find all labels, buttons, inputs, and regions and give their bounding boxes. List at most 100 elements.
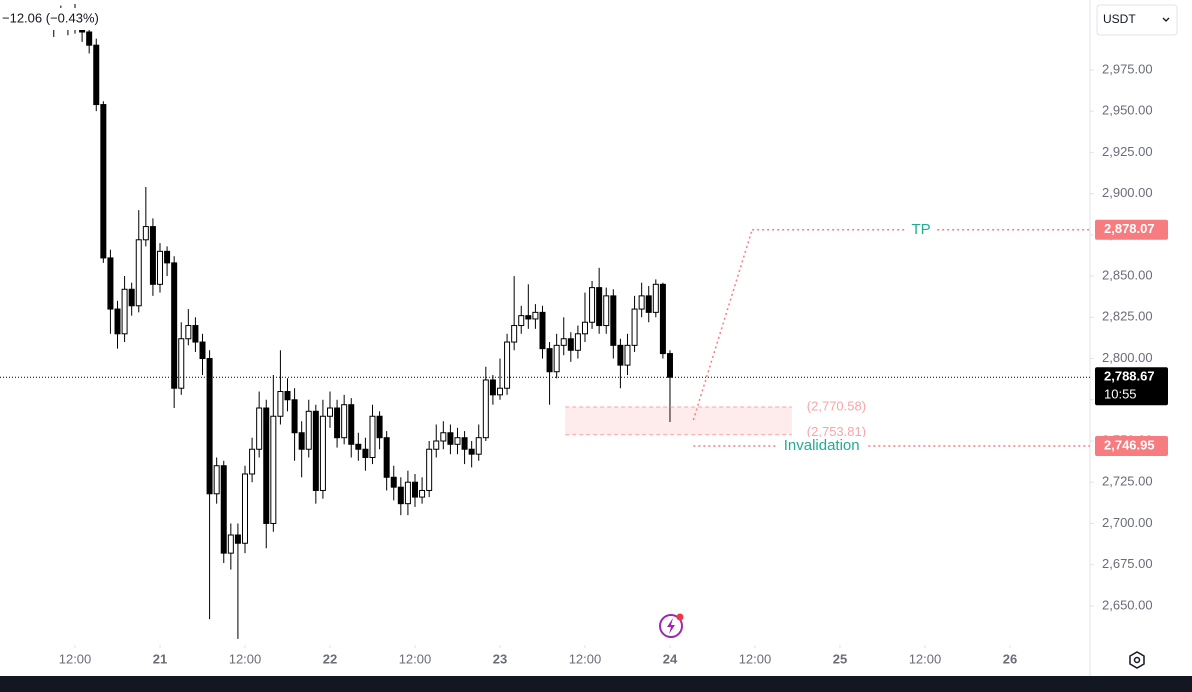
candle-body [419, 489, 426, 498]
candle-body [624, 344, 631, 366]
candle-body [610, 295, 617, 346]
candle-body [525, 315, 532, 320]
candle-body [298, 432, 305, 450]
candle-body [157, 250, 164, 285]
x-tick-label: 21 [153, 651, 167, 666]
candle-body [518, 315, 525, 327]
candle-body [348, 404, 355, 445]
y-tick-label: 2,950.00 [1102, 103, 1153, 118]
candle-body [511, 325, 518, 343]
tp-text: TP [911, 221, 930, 238]
candle-body [652, 283, 659, 313]
candle-body [461, 437, 468, 450]
candle-body [454, 437, 461, 445]
countdown: 10:55 [1104, 387, 1137, 402]
candle-body [305, 410, 312, 450]
x-tick-label: 12:00 [909, 651, 942, 666]
candle-body [369, 415, 376, 458]
x-tick-label: 24 [663, 651, 678, 666]
currency-text[interactable]: USDT [1103, 12, 1136, 26]
candle-body [319, 415, 326, 491]
candle-body [631, 308, 638, 346]
y-tick-label: 2,825.00 [1102, 309, 1153, 324]
candle-body [390, 476, 397, 488]
candle-body [659, 283, 666, 355]
y-tick-label: 2,925.00 [1102, 144, 1153, 159]
candle-body [617, 344, 624, 366]
invalidation-tag-label: 2,746.95 [1104, 437, 1155, 452]
candle-body [334, 407, 341, 439]
x-tick-label: 23 [493, 651, 507, 666]
candle-body [411, 481, 418, 498]
last-price-tag [1095, 367, 1168, 406]
candle-body [164, 250, 171, 264]
candle-body [142, 226, 149, 241]
candle-body [114, 308, 121, 335]
candle-body [270, 415, 277, 524]
x-tick-label: 12:00 [739, 651, 772, 666]
candle-body [581, 321, 588, 335]
y-tick-label: 2,650.00 [1102, 597, 1153, 612]
tp-tag-label: 2,878.07 [1104, 221, 1155, 236]
zone-box [565, 407, 792, 435]
candle-body [171, 262, 178, 389]
candle-body [475, 437, 482, 455]
settings-icon[interactable] [1129, 651, 1145, 669]
candle-body [135, 239, 142, 307]
x-tick-label: 12:00 [59, 651, 92, 666]
candle-body [234, 534, 241, 544]
y-tick-label: 2,850.00 [1102, 268, 1153, 283]
candle-body [312, 410, 319, 491]
candle-body [107, 257, 114, 310]
candle-body [426, 448, 433, 491]
zone-high-label: (2,770.58) [807, 398, 866, 413]
candle-body [263, 407, 270, 524]
candle-body [489, 379, 496, 396]
x-tick-label: 25 [833, 651, 847, 666]
candle-body [341, 404, 348, 439]
x-tick-label: 26 [1003, 651, 1017, 666]
candle-body [284, 391, 291, 401]
last-price-label: 2,788.67 [1104, 369, 1155, 384]
tp-diagonal [692, 229, 753, 421]
candle-body [249, 448, 256, 475]
x-tick-label: 22 [323, 651, 337, 666]
settings-icon-center[interactable] [1133, 656, 1141, 664]
candle-body [589, 287, 596, 323]
candle-body [397, 486, 404, 505]
change-bg [0, 8, 120, 30]
candle-body [567, 338, 574, 351]
invalidation-text-bg [777, 436, 866, 454]
candle-body [242, 473, 249, 544]
candle-body [645, 295, 652, 313]
candle-body [504, 341, 511, 389]
candle-body [199, 341, 206, 360]
candle-body [227, 534, 234, 554]
candle-body [206, 358, 213, 495]
candle-body [213, 465, 220, 495]
chevron[interactable] [1162, 17, 1170, 22]
candle-body [560, 338, 567, 346]
candle-body [404, 481, 411, 505]
lightning-bolt[interactable] [667, 618, 675, 634]
y-tick-label: 2,700.00 [1102, 515, 1153, 530]
candle-body [220, 465, 227, 554]
candle-body [185, 325, 192, 340]
candle-body [383, 437, 390, 478]
candle-body [178, 338, 185, 389]
y-tick-label: 2,800.00 [1102, 350, 1153, 365]
zone-low-label: (2,753.81) [807, 424, 866, 439]
currency-select[interactable] [1096, 4, 1178, 36]
candle-body [362, 448, 369, 458]
candle-body [596, 287, 603, 327]
candle-body [539, 311, 546, 350]
candle-body [433, 440, 440, 450]
candle-body [121, 288, 128, 335]
candle-body [192, 325, 199, 343]
candle-body [546, 348, 553, 373]
x-tick-label: 12:00 [229, 651, 262, 666]
x-tick-label: 12:00 [569, 651, 602, 666]
candle-body [277, 391, 284, 417]
y-tick-label: 2,675.00 [1102, 556, 1153, 571]
